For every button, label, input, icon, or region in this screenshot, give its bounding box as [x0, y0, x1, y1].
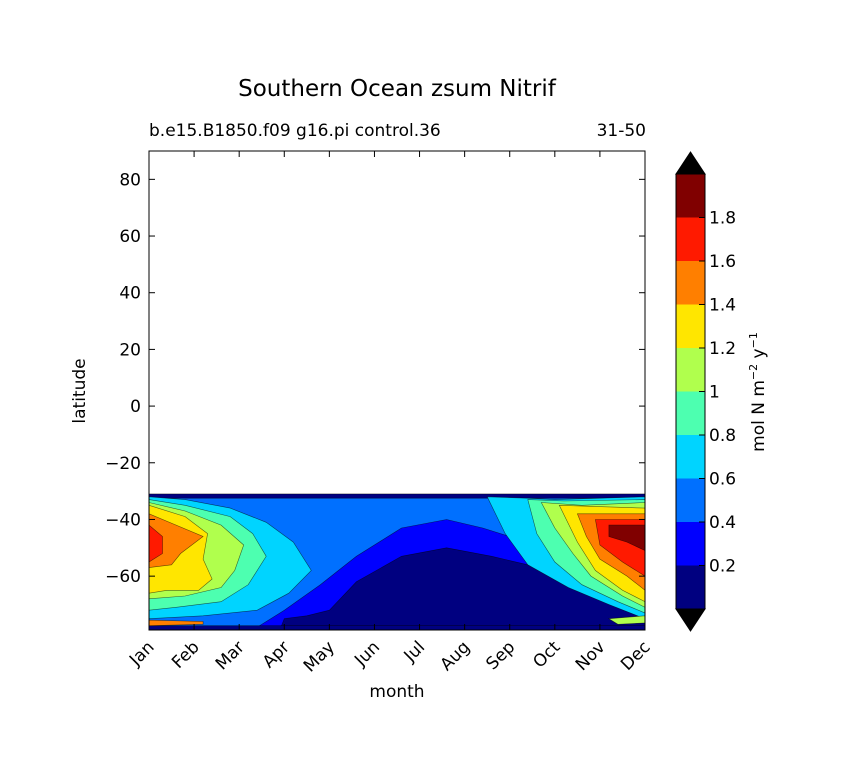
contour-edge-strip-dec: [607, 615, 645, 625]
x-tick-label: Dec: [617, 637, 654, 674]
colorbar: 0.2 0.4 0.6 0.8 1 1.2 1.4 1.6 1.8: [675, 151, 736, 632]
y-tick-label: −40: [105, 510, 141, 530]
colorbar-swatch: [676, 174, 705, 218]
colorbar-swatch: [676, 348, 705, 392]
contour-band-1.6-1.8-early: [149, 524, 163, 563]
x-tick-label: Sep: [482, 637, 519, 674]
colorbar-tick-label: 0.8: [709, 426, 736, 446]
x-axis-label: month: [369, 682, 425, 702]
x-tick-label: Jan: [125, 637, 158, 670]
contour-fill-layer: [149, 493, 645, 630]
colorbar-tick-label: 0.4: [709, 513, 736, 533]
x-tick-label: Nov: [572, 637, 610, 675]
colorbar-extend-low: [675, 608, 706, 632]
colorbar-swatch: [676, 435, 705, 479]
colorbar-swatch: [676, 304, 705, 348]
colorbar-swatch: [676, 261, 705, 305]
x-tick-label: Oct: [529, 637, 564, 672]
colorbar-tick-label: 1.6: [709, 252, 736, 272]
plot-frame: [148, 150, 646, 631]
y-tick-label: 20: [119, 340, 141, 360]
colorbar-swatch: [676, 217, 705, 261]
y-tick-label: −20: [105, 454, 141, 474]
y-axis-ticks: 80 60 40 20 0 −20 −40 −60: [105, 170, 645, 587]
colorbar-swatch: [676, 522, 705, 566]
y-tick-label: 40: [119, 284, 141, 304]
x-tick-label: Feb: [168, 637, 203, 672]
y-tick-label: −60: [105, 567, 141, 587]
contour-edge-top: [149, 493, 645, 499]
chart-subtitle-years: 31-50: [596, 121, 646, 141]
y-tick-label: 0: [130, 397, 141, 417]
x-tick-label: Aug: [437, 637, 475, 675]
contour-band-1.4-1.6-early: [149, 513, 204, 568]
colorbar-swatch: [676, 565, 705, 609]
chart-title: Southern Ocean zsum Nitrif: [238, 76, 556, 102]
colorbar-swatch: [676, 478, 705, 522]
contour-band-gt-1.8-late: [608, 524, 645, 551]
x-tick-label: Mar: [212, 637, 249, 674]
colorbar-tick-label: 1.4: [709, 296, 736, 316]
colorbar-tick-label: 1: [709, 383, 720, 403]
x-tick-label: Jun: [350, 637, 384, 671]
colorbar-tick-label: 1.8: [709, 209, 736, 229]
colorbar-tick-label: 1.2: [709, 339, 736, 359]
y-tick-label: 80: [119, 170, 141, 190]
chart-subtitle-case: b.e15.B1850.f09 g16.pi control.36: [149, 121, 441, 141]
colorbar-extend-high: [675, 151, 706, 175]
colorbar-tick-label: 0.6: [709, 470, 736, 490]
colorbar-swatch: [676, 391, 705, 435]
colorbar-tick-label: 0.2: [709, 557, 736, 577]
contour-edge-strip-jan: [149, 619, 204, 627]
x-tick-label: Jul: [400, 637, 429, 666]
contour-edge-bottom: [149, 625, 645, 630]
x-tick-label: Apr: [259, 637, 294, 672]
y-tick-label: 60: [119, 227, 141, 247]
x-tick-label: May: [300, 637, 339, 676]
